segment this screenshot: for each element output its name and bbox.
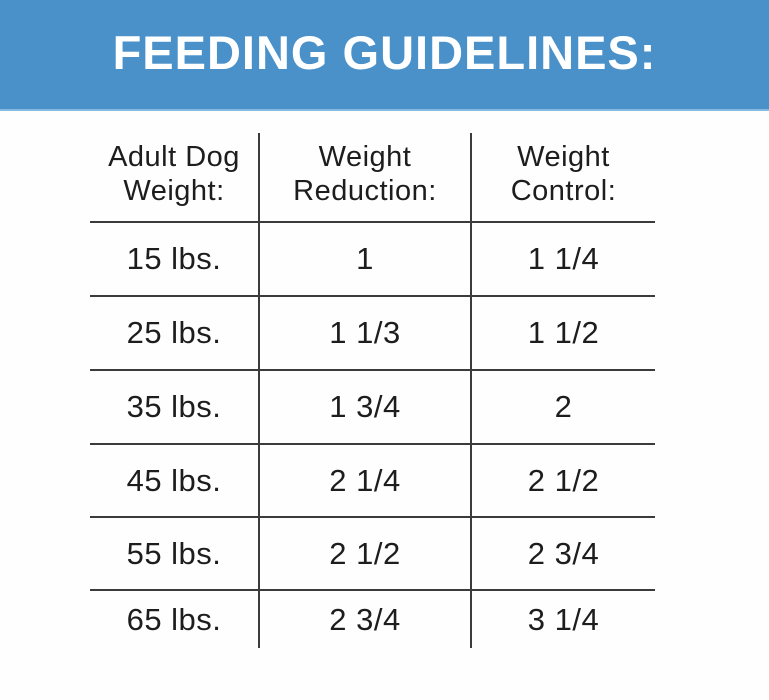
column-header-line: Control: [510,175,617,207]
cell-control: 1 1/4 [470,223,655,297]
cell-weight: 55 lbs. [90,518,258,591]
cell-reduction: 1 3/4 [258,371,470,445]
cell-reduction: 2 1/4 [258,445,470,518]
cell-weight: 65 lbs. [126,601,222,637]
cell-reduction: 2 1/2 [258,518,470,591]
cell-weight: 45 lbs. [90,445,258,518]
header-banner: FEEDING GUIDELINES: [0,0,769,111]
cell-control: 1 1/2 [470,297,655,371]
column-header-weight-control: Weight Control: [470,133,655,223]
cell-control: 3 1/4 [470,591,655,648]
cell-weight: 15 lbs. [90,223,258,297]
feeding-guidelines-table: Adult Dog Weight: Weight Reduction: Weig… [90,133,655,648]
cell-reduction: 1 [258,223,470,297]
column-header-line: Weight: [123,175,225,207]
column-header-line: Adult Dog [108,140,240,173]
column-header-line: Weight [318,140,412,173]
cell-control: 2 1/2 [470,445,655,518]
column-header-adult-dog-weight: Adult Dog Weight: [90,133,258,223]
cell-reduction: 2 3/4 [258,591,470,648]
cell-weight: 35 lbs. [90,371,258,445]
cell-reduction: 1 1/3 [258,297,470,371]
column-header-line: Reduction: [293,175,437,207]
cell-control: 2 3/4 [470,518,655,591]
column-header-line: Weight [517,140,610,173]
cell-weight: 25 lbs. [90,297,258,371]
cell-control: 2 [470,371,655,445]
column-header-weight-reduction: Weight Reduction: [258,133,470,223]
page-title: FEEDING GUIDELINES: [112,26,657,79]
